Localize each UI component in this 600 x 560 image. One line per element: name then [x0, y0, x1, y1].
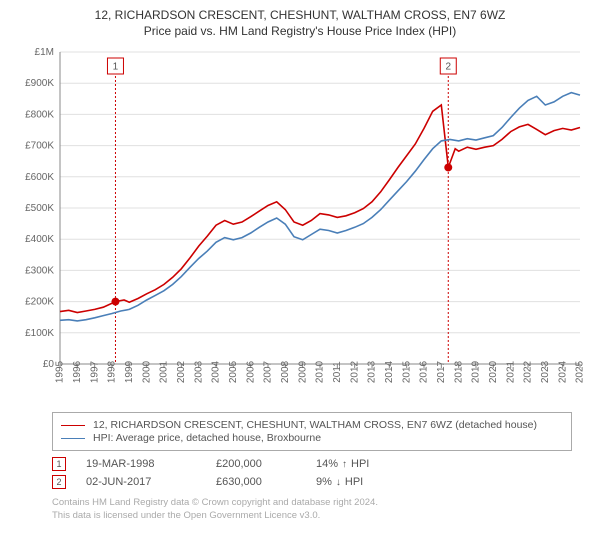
svg-text:£200K: £200K	[25, 297, 54, 308]
footnote: Contains HM Land Registry data © Crown c…	[52, 497, 572, 523]
svg-text:£100K: £100K	[25, 328, 54, 339]
svg-text:2008: 2008	[280, 360, 291, 383]
svg-text:2007: 2007	[263, 360, 274, 383]
svg-text:2018: 2018	[453, 360, 464, 383]
svg-text:2000: 2000	[141, 360, 152, 383]
svg-text:2010: 2010	[315, 360, 326, 383]
sale-date: 02-JUN-2017	[86, 476, 196, 488]
svg-text:£800K: £800K	[25, 109, 54, 120]
sales-list: 1 19-MAR-1998 £200,000 14% ↑ HPI 2 02-JUN-2017 £…	[52, 457, 588, 489]
chart-plot-area: £0 £100K £200K £300K £400K £500K £600K £700K £80…	[12, 44, 588, 404]
svg-text:2023: 2023	[540, 360, 551, 383]
svg-text:2001: 2001	[159, 360, 170, 383]
svg-text:2024: 2024	[557, 360, 568, 383]
series-hpi	[60, 93, 580, 321]
svg-text:£0: £0	[43, 359, 55, 370]
svg-text:2011: 2011	[332, 361, 343, 383]
sale-marker-point	[444, 163, 452, 171]
arrow-up-icon: ↑	[342, 459, 347, 470]
chart-legend: 12, RICHARDSON CRESCENT, CHESHUNT, WALTH…	[52, 412, 572, 451]
svg-text:1996: 1996	[72, 360, 83, 383]
legend-swatch	[61, 425, 85, 426]
legend-label: 12, RICHARDSON CRESCENT, CHESHUNT, WALTH…	[93, 419, 537, 431]
sale-row: 2 02-JUN-2017 £630,000 9% ↓ HPI	[52, 475, 588, 489]
svg-text:£500K: £500K	[25, 203, 54, 214]
svg-text:2004: 2004	[211, 360, 222, 383]
svg-text:2005: 2005	[228, 360, 239, 383]
svg-text:£900K: £900K	[25, 78, 54, 89]
sale-diff: 9% ↓ HPI	[316, 476, 363, 488]
svg-text:£700K: £700K	[25, 141, 54, 152]
svg-text:2009: 2009	[297, 360, 308, 383]
svg-text:£300K: £300K	[25, 265, 54, 276]
svg-text:2020: 2020	[488, 360, 499, 383]
svg-text:2015: 2015	[401, 360, 412, 383]
series-property	[60, 105, 580, 313]
svg-text:£1M: £1M	[35, 47, 54, 58]
legend-swatch	[61, 438, 85, 439]
legend-item: HPI: Average price, detached house, Brox…	[61, 432, 563, 444]
svg-text:2012: 2012	[349, 360, 360, 383]
svg-text:2021: 2021	[505, 360, 516, 383]
sale-diff-label: HPI	[351, 458, 369, 470]
svg-text:2017: 2017	[436, 360, 447, 383]
svg-text:£400K: £400K	[25, 234, 54, 245]
chart-container: 12, RICHARDSON CRESCENT, CHESHUNT, WALTH…	[0, 0, 600, 560]
svg-text:1995: 1995	[55, 360, 66, 383]
chart-title-line1: 12, RICHARDSON CRESCENT, CHESHUNT, WALTH…	[12, 8, 588, 22]
sale-row: 1 19-MAR-1998 £200,000 14% ↑ HPI	[52, 457, 588, 471]
sale-diff-label: HPI	[345, 476, 363, 488]
sale-price: £200,000	[216, 458, 296, 470]
sale-marker-point	[111, 298, 119, 306]
sale-number-box: 2	[52, 475, 66, 489]
svg-text:2006: 2006	[245, 360, 256, 383]
legend-item: 12, RICHARDSON CRESCENT, CHESHUNT, WALTH…	[61, 419, 563, 431]
footnote-line1: Contains HM Land Registry data © Crown c…	[52, 497, 572, 510]
svg-text:2022: 2022	[523, 360, 534, 383]
sale-diff: 14% ↑ HPI	[316, 458, 369, 470]
footnote-line2: This data is licensed under the Open Gov…	[52, 510, 572, 523]
sale-diff-pct: 14%	[316, 458, 338, 470]
line-chart-svg: £0 £100K £200K £300K £400K £500K £600K £700K £80…	[12, 44, 588, 404]
svg-text:2014: 2014	[384, 360, 395, 383]
svg-text:2003: 2003	[193, 360, 204, 383]
sale-number-box: 1	[52, 457, 66, 471]
svg-text:2013: 2013	[367, 360, 378, 383]
svg-text:2002: 2002	[176, 360, 187, 383]
svg-text:2: 2	[445, 62, 451, 73]
sale-diff-pct: 9%	[316, 476, 332, 488]
sale-date: 19-MAR-1998	[86, 458, 196, 470]
svg-text:£600K: £600K	[25, 172, 54, 183]
sale-price: £630,000	[216, 476, 296, 488]
arrow-down-icon: ↓	[336, 477, 341, 488]
legend-label: HPI: Average price, detached house, Brox…	[93, 432, 321, 444]
svg-text:1998: 1998	[107, 360, 118, 383]
chart-title-line2: Price paid vs. HM Land Registry's House …	[12, 24, 588, 38]
svg-text:2025: 2025	[575, 360, 586, 383]
svg-text:2019: 2019	[471, 360, 482, 383]
svg-text:2016: 2016	[419, 360, 430, 383]
svg-text:1997: 1997	[89, 360, 100, 383]
svg-text:1: 1	[113, 62, 119, 73]
svg-text:1999: 1999	[124, 360, 135, 383]
